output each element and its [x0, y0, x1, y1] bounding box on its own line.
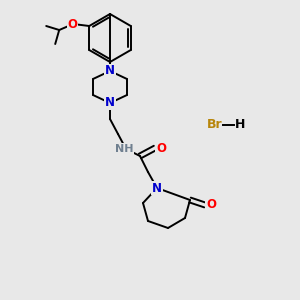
- Text: H: H: [235, 118, 245, 131]
- Text: O: O: [206, 199, 216, 212]
- Text: N: N: [105, 97, 115, 110]
- Text: Br: Br: [207, 118, 223, 131]
- Text: O: O: [67, 17, 77, 31]
- Text: N: N: [152, 182, 162, 194]
- Text: O: O: [156, 142, 166, 154]
- Text: N: N: [105, 64, 115, 77]
- Text: NH: NH: [115, 144, 133, 154]
